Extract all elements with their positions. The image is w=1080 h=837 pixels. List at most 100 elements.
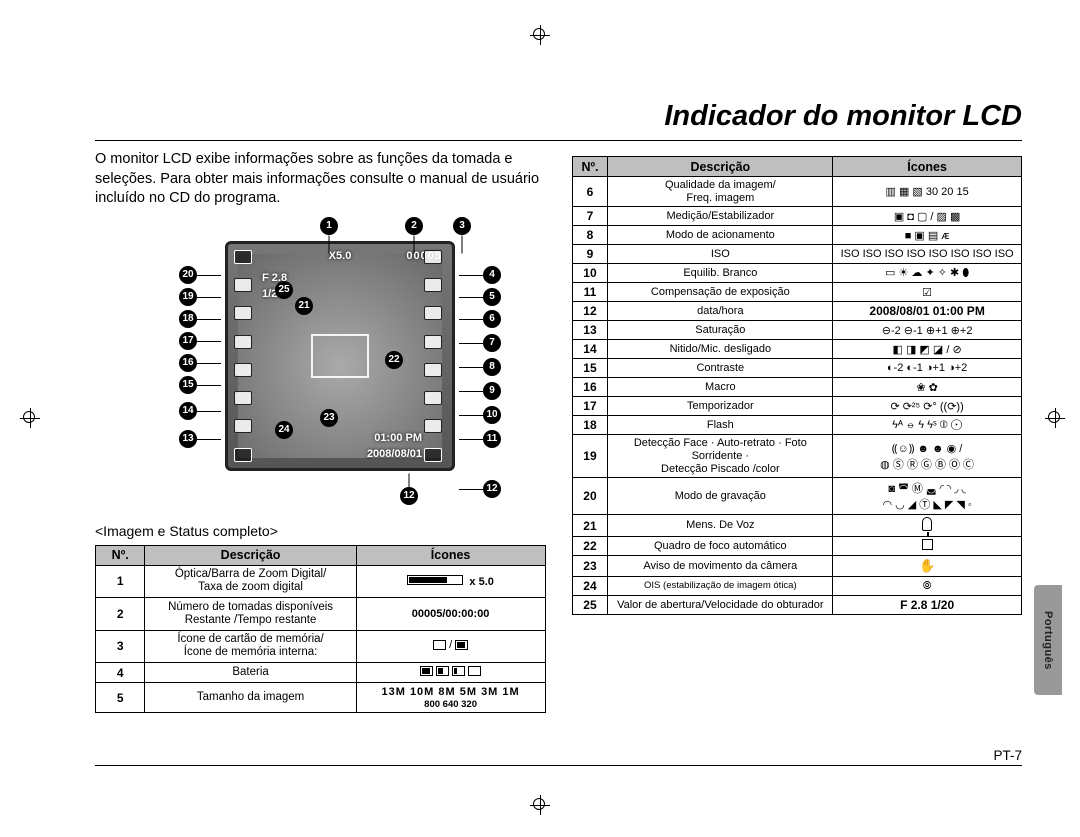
row-desc: Ícone de cartão de memória/Ícone de memó… [145,630,356,662]
callout-badge: 18 [179,310,197,328]
row-no: 9 [572,245,608,264]
row-desc: Óptica/Barra de Zoom Digital/Taxa de zoo… [145,565,356,597]
page-number: PT-7 [993,748,1022,763]
row-icons: ❀ ✿ [833,378,1022,397]
row-desc: ISO [608,245,833,264]
callout-badge: 3 [453,217,471,235]
row-icons [833,515,1022,537]
row-desc: Saturação [608,321,833,340]
callout-badge: 13 [179,430,197,448]
row-desc: Aviso de movimento da câmera [608,556,833,577]
row-desc: Número de tomadas disponíveisRestante /T… [145,598,356,630]
row-no: 8 [572,226,608,245]
leader-line [197,275,221,276]
leader-line [459,343,483,344]
divider [95,765,1022,766]
row-no: 12 [572,302,608,321]
page-title: Indicador do monitor LCD [664,100,1022,133]
row-desc: Quadro de foco automático [608,537,833,556]
table-row: 20Modo de gravação◙ ◚ Ⓜ ◛ ◜ ◝ ◞ ◟◠ ◡ ◢ Ⓣ… [572,478,1022,515]
table-row: 15Contraste◐-2 ◐-1 ◑+1 ◑+2 [572,359,1022,378]
table-row: 5Tamanho da imagem13M 10M 8M 5M 3M 1M800… [96,683,546,713]
legend-table-right: Nº. Descrição Ícones 6Qualidade da image… [572,156,1023,615]
callout-badge: 24 [275,421,293,439]
row-no: 14 [572,340,608,359]
row-icons: ◧ ◨ ◩ ◪ / ⊘ [833,340,1022,359]
row-icons: ϟᴬ ⦵ ϟ ϟˢ ⦶ ⨀ [833,416,1022,435]
th-icons: Ícones [833,157,1022,177]
callout-badge: 22 [385,351,403,369]
autofocus-frame-icon [311,334,369,378]
diagram-caption: <Imagem e Status completo> [95,523,546,539]
callout-badge: 4 [483,266,501,284]
row-icons: 13M 10M 8M 5M 3M 1M800 640 320 [356,683,545,713]
table-row: 14Nitido/Mic. desligado◧ ◨ ◩ ◪ / ⊘ [572,340,1022,359]
hand-icon: ✋ [919,558,935,573]
table-row: 19Detecção Face · Auto-retrato · FotoSor… [572,435,1022,478]
row-icons: F 2.8 1/20 [833,596,1022,615]
table-row: 4Bateria [96,663,546,683]
row-desc: Valor de abertura/Velocidade do obturado… [608,596,833,615]
row-no: 21 [572,515,608,537]
leader-line [462,235,463,253]
leader-line [459,367,483,368]
manual-page: Indicador do monitor LCD O monitor LCD e… [0,0,1080,837]
table-row: 9ISOISO ISO ISO ISO ISO ISO ISO ISO [572,245,1022,264]
leader-line [459,391,483,392]
leader-line [459,415,483,416]
callout-badge: 16 [179,354,197,372]
table-row: 25Valor de abertura/Velocidade do obtura… [572,596,1022,615]
leader-line [459,275,483,276]
table-row: 6Qualidade da imagem/Freq. imagem▥ ▦ ▧ 3… [572,177,1022,207]
lcd-screen: X5.0 00005 F 2.8 1/20 01:00 PM 2008/08/0… [225,241,455,471]
row-no: 11 [572,283,608,302]
square-icon [922,539,933,550]
callout-badge: 7 [483,334,501,352]
lcd-right-icons [424,250,446,462]
row-icons: ⸨☺⸩ ☻ ☻ ◉ /◍ Ⓢ Ⓡ Ⓖ Ⓑ Ⓞ Ⓒ [833,435,1022,478]
table-row: 1Óptica/Barra de Zoom Digital/Taxa de zo… [96,565,546,597]
row-icons: ▭ ☀ ☁ ✦ ✧ ✱ ⬮ [833,264,1022,283]
row-desc: data/hora [608,302,833,321]
lcd-diagram: X5.0 00005 F 2.8 1/20 01:00 PM 2008/08/0… [95,221,546,521]
callout-badge: 23 [320,409,338,427]
table-row: 21Mens. De Voz [572,515,1022,537]
lcd-date: 2008/08/01 [367,448,422,460]
left-column: O monitor LCD exibe informações sobre as… [95,150,546,759]
table-row: 7Medição/Estabilizador▣ ◘ ▢ / ▨ ▩ [572,207,1022,226]
leader-line [197,341,221,342]
registration-mark-icon [20,408,40,428]
row-desc: Modo de acionamento [608,226,833,245]
row-no: 19 [572,435,608,478]
leader-line [414,235,415,253]
row-desc: Compensação de exposição [608,283,833,302]
callout-badge: 19 [179,288,197,306]
th-desc: Descrição [145,545,356,565]
table-row: 17Temporizador⟳ ⟳²⁵ ⟳° ((⟳)) [572,397,1022,416]
row-desc: Temporizador [608,397,833,416]
registration-mark-icon [530,795,550,815]
row-icons: ISO ISO ISO ISO ISO ISO ISO ISO [833,245,1022,264]
th-no: Nº. [96,545,145,565]
row-no: 7 [572,207,608,226]
row-no: 2 [96,598,145,630]
lcd-time: 01:00 PM [374,432,422,444]
row-no: 6 [572,177,608,207]
table-row: 16Macro❀ ✿ [572,378,1022,397]
table-row: 8Modo de acionamento■ ▣ ▤ ᴁ [572,226,1022,245]
row-no: 15 [572,359,608,378]
table-row: 13Saturação⊖-2 ⊖-1 ⊕+1 ⊕+2 [572,321,1022,340]
row-no: 22 [572,537,608,556]
table-row: 22Quadro de foco automático [572,537,1022,556]
row-icons: ◐-2 ◐-1 ◑+1 ◑+2 [833,359,1022,378]
row-desc: Contraste [608,359,833,378]
row-no: 5 [96,683,145,713]
row-desc: Mens. De Voz [608,515,833,537]
table-row: 12data/hora2008/08/01 01:00 PM [572,302,1022,321]
table-row: 18Flashϟᴬ ⦵ ϟ ϟˢ ⦶ ⨀ [572,416,1022,435]
row-no: 1 [96,565,145,597]
table-row: 11Compensação de exposição☑ [572,283,1022,302]
leader-line [197,319,221,320]
row-desc: Modo de gravação [608,478,833,515]
callout-badge: 5 [483,288,501,306]
